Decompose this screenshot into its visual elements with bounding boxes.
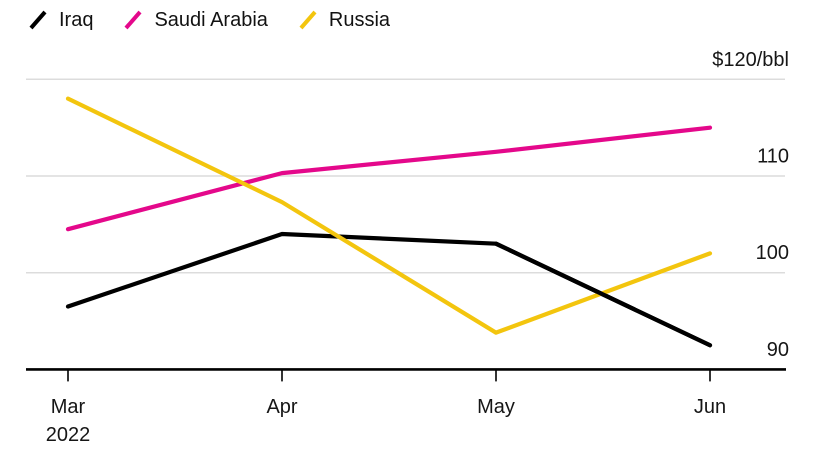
y-axis-label-120: $120/bbl (712, 49, 789, 71)
line-swatch-icon (124, 10, 142, 30)
line-swatch-icon (29, 10, 47, 30)
line-swatch-icon (299, 10, 317, 30)
legend-label-saudi-arabia: Saudi Arabia (154, 9, 268, 31)
y-axis-label-90: 90 (767, 339, 789, 361)
x-axis-label-mar: Mar (51, 396, 86, 418)
x-axis-label-may: May (477, 396, 515, 418)
y-axis-label-110: 110 (757, 146, 789, 168)
y-axis-label-100: 100 (756, 242, 789, 264)
x-axis-year-label: 2022 (46, 424, 91, 446)
legend-label-iraq: Iraq (59, 9, 94, 31)
legend-item-saudi-arabia: Saudi Arabia (123, 7, 268, 33)
legend-item-iraq: Iraq (28, 7, 93, 33)
x-axis-label-apr: Apr (266, 396, 297, 418)
x-axis-label-jun: Jun (694, 396, 726, 418)
legend-label-russia: Russia (328, 9, 391, 31)
series-overlay-iraq (493, 241, 713, 348)
series-line-saudi-arabia (65, 125, 713, 232)
chart-legend: Iraq Saudi Arabia Russia (28, 7, 390, 33)
legend-item-russia: Russia (298, 7, 390, 33)
